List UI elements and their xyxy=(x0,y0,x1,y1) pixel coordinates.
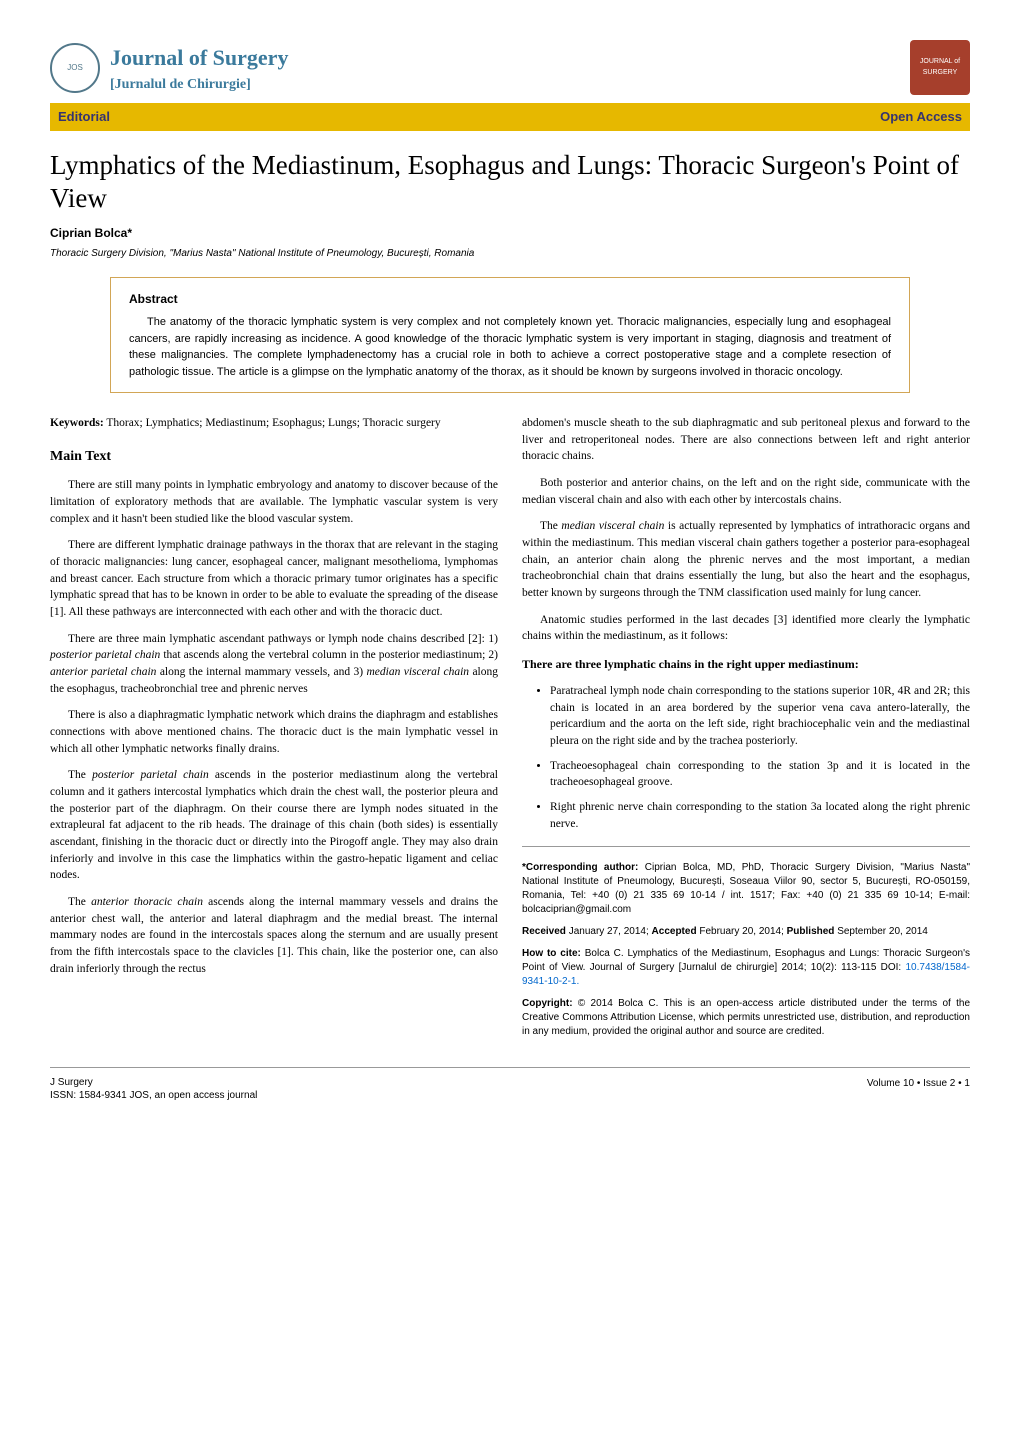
body-paragraph: There are three main lymphatic ascendant… xyxy=(50,631,498,698)
body-paragraph: There is also a diaphragmatic lymphatic … xyxy=(50,707,498,757)
accepted-date: February 20, 2014; xyxy=(699,926,784,937)
copyright-line: Copyright: © 2014 Bolca C. This is an op… xyxy=(522,997,970,1039)
article-type-banner: Editorial Open Access xyxy=(50,103,970,131)
list-item: Paratracheal lymph node chain correspond… xyxy=(550,683,970,750)
bullet-list: Paratracheal lymph node chain correspond… xyxy=(550,683,970,832)
abstract-label: Abstract xyxy=(129,290,891,308)
copyright-text: © 2014 Bolca C. This is an open-access a… xyxy=(522,998,970,1037)
footer-issn: ISSN: 1584-9341 JOS, an open access jour… xyxy=(50,1089,257,1102)
sub-heading: There are three lymphatic chains in the … xyxy=(522,655,970,673)
corresponding-author: *Corresponding author: Ciprian Bolca, MD… xyxy=(522,861,970,917)
cite-text: Bolca C. Lymphatics of the Mediastinum, … xyxy=(522,948,970,973)
keywords-label: Keywords: xyxy=(50,417,104,429)
abstract-text: The anatomy of the thoracic lymphatic sy… xyxy=(129,314,891,380)
journal-block: JOS Journal of Surgery [Jurnalul de Chir… xyxy=(50,41,288,95)
author-name: Ciprian Bolca* xyxy=(50,224,970,242)
published-date: September 20, 2014 xyxy=(837,926,928,937)
journal-title-block: Journal of Surgery [Jurnalul de Chirurgi… xyxy=(110,41,288,95)
page-header: JOS Journal of Surgery [Jurnalul de Chir… xyxy=(50,40,970,95)
two-column-layout: Keywords: Thorax; Lymphatics; Mediastinu… xyxy=(50,415,970,1047)
received-date: January 27, 2014; xyxy=(569,926,649,937)
body-paragraph: abdomen's muscle sheath to the sub diaph… xyxy=(522,415,970,465)
footer-journal-abbrev: J Surgery xyxy=(50,1076,257,1089)
abstract-box: Abstract The anatomy of the thoracic lym… xyxy=(110,277,910,393)
citation-line: How to cite: Bolca C. Lymphatics of the … xyxy=(522,947,970,989)
author-affiliation: Thoracic Surgery Division, "Marius Nasta… xyxy=(50,246,970,261)
page-footer: J Surgery ISSN: 1584-9341 JOS, an open a… xyxy=(50,1067,970,1102)
keywords-text: Thorax; Lymphatics; Mediastinum; Esophag… xyxy=(106,417,440,429)
article-title: Lymphatics of the Mediastinum, Esophagus… xyxy=(50,149,970,217)
journal-logo-icon: JOS xyxy=(50,43,100,93)
body-paragraph: Anatomic studies performed in the last d… xyxy=(522,612,970,645)
accepted-label: Accepted xyxy=(652,926,697,937)
journal-title: Journal of Surgery xyxy=(110,41,288,74)
divider xyxy=(522,846,970,847)
main-text-heading: Main Text xyxy=(50,446,498,467)
body-paragraph: The anterior thoracic chain ascends alon… xyxy=(50,894,498,977)
corresponding-label: *Corresponding author: xyxy=(522,862,638,873)
publisher-badge-icon: JOURNAL of SURGERY xyxy=(910,40,970,95)
banner-left: Editorial xyxy=(58,107,110,127)
right-column: abdomen's muscle sheath to the sub diaph… xyxy=(522,415,970,1047)
body-paragraph: There are different lymphatic drainage p… xyxy=(50,537,498,620)
received-label: Received xyxy=(522,926,566,937)
copyright-label: Copyright: xyxy=(522,998,573,1009)
keywords-line: Keywords: Thorax; Lymphatics; Mediastinu… xyxy=(50,415,498,432)
footer-volume-issue: Volume 10 • Issue 2 • 1 xyxy=(867,1076,970,1102)
published-label: Published xyxy=(787,926,835,937)
journal-subtitle: [Jurnalul de Chirurgie] xyxy=(110,74,288,95)
cite-label: How to cite: xyxy=(522,948,581,959)
body-paragraph: The posterior parietal chain ascends in … xyxy=(50,767,498,884)
dates-line: Received January 27, 2014; Accepted Febr… xyxy=(522,925,970,939)
banner-right: Open Access xyxy=(880,107,962,127)
body-paragraph: Both posterior and anterior chains, on t… xyxy=(522,475,970,508)
body-paragraph: There are still many points in lymphatic… xyxy=(50,477,498,527)
list-item: Tracheoesophageal chain corresponding to… xyxy=(550,758,970,791)
list-item: Right phrenic nerve chain corresponding … xyxy=(550,799,970,832)
body-paragraph: The median visceral chain is actually re… xyxy=(522,518,970,601)
footer-left: J Surgery ISSN: 1584-9341 JOS, an open a… xyxy=(50,1076,257,1102)
article-meta-block: *Corresponding author: Ciprian Bolca, MD… xyxy=(522,861,970,1039)
left-column: Keywords: Thorax; Lymphatics; Mediastinu… xyxy=(50,415,498,1047)
